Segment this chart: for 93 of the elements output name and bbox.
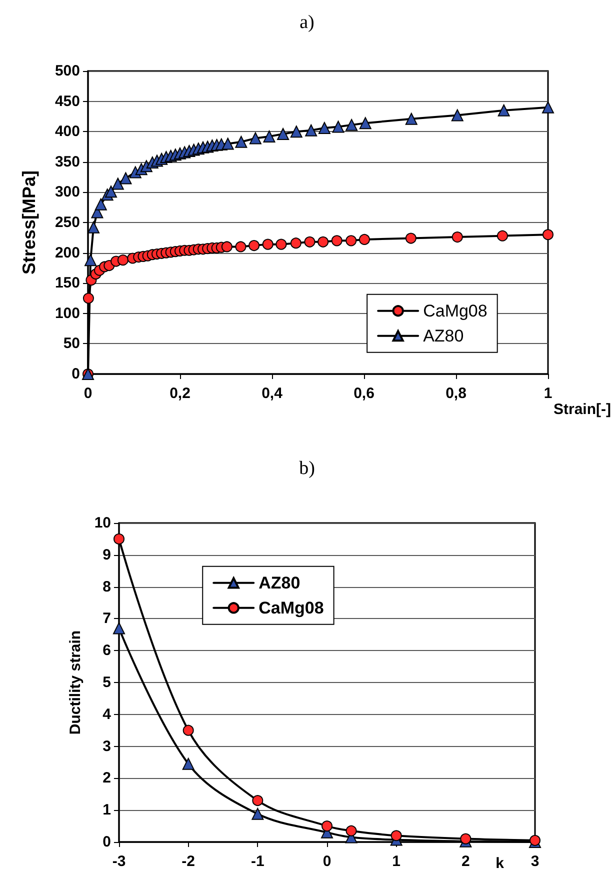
y-tick-label: 450 xyxy=(54,92,80,110)
point xyxy=(305,124,318,136)
point xyxy=(358,234,370,245)
x-tick-label: -3 xyxy=(112,853,126,870)
point xyxy=(322,820,332,832)
y-tick-label: 10 xyxy=(94,514,111,532)
y-tick-label: 100 xyxy=(54,304,80,322)
point xyxy=(390,830,402,842)
point xyxy=(304,236,316,248)
point xyxy=(290,126,302,138)
point xyxy=(235,241,246,252)
point xyxy=(114,533,124,544)
point xyxy=(542,101,554,114)
x-tick-label: 0,6 xyxy=(354,385,374,402)
y-tick-label: 0 xyxy=(72,366,80,382)
x-tick-label: 2 xyxy=(461,853,470,870)
y-tick-label: 250 xyxy=(54,214,80,231)
x-tick-label: -1 xyxy=(250,853,264,870)
y-axis-title: Ductility strain xyxy=(67,630,84,735)
point xyxy=(276,238,287,250)
point xyxy=(82,292,94,304)
point xyxy=(235,136,248,148)
point xyxy=(112,178,124,190)
x-tick-label: 0,2 xyxy=(170,385,190,402)
point xyxy=(496,230,508,242)
y-tick-label: 5 xyxy=(102,674,111,691)
point xyxy=(88,221,100,234)
point xyxy=(318,236,329,248)
y-tick-label: 500 xyxy=(54,62,80,80)
x-tick-label: 1 xyxy=(544,385,552,402)
y-tick-label: 4 xyxy=(102,706,112,723)
point xyxy=(263,130,276,142)
point xyxy=(252,795,264,806)
y-tick-label: 8 xyxy=(102,578,111,596)
legend-label: CaMg08 xyxy=(258,598,324,618)
legend-label: CaMg08 xyxy=(423,301,488,320)
point xyxy=(452,232,463,243)
x-tick-label: 0,4 xyxy=(262,385,284,402)
y-tick-label: 150 xyxy=(54,274,80,292)
point xyxy=(277,128,290,140)
y-tick-label: 350 xyxy=(54,153,80,170)
point xyxy=(331,235,342,246)
x-tick-label: 3 xyxy=(530,853,540,870)
y-tick-label: 7 xyxy=(102,610,111,628)
point xyxy=(94,198,107,210)
y-tick-label: 9 xyxy=(102,546,111,564)
legend-label: AZ80 xyxy=(258,573,300,592)
y-tick-label: 400 xyxy=(54,123,80,140)
point xyxy=(498,104,510,116)
point xyxy=(113,622,125,634)
point xyxy=(222,138,234,150)
point xyxy=(252,808,264,820)
y-tick-label: 2 xyxy=(102,770,111,787)
point xyxy=(84,254,97,266)
point xyxy=(451,109,464,122)
point xyxy=(290,238,302,249)
y-tick-label: 0 xyxy=(102,834,111,850)
y-axis-title: Stress[MPa] xyxy=(19,170,39,275)
point xyxy=(221,241,232,252)
point xyxy=(262,238,274,250)
legend-label: AZ80 xyxy=(423,326,464,346)
point xyxy=(346,235,357,246)
y-tick-label: 200 xyxy=(54,244,80,262)
point xyxy=(460,833,472,844)
x-tick-label: 1 xyxy=(392,853,401,870)
point xyxy=(249,132,262,144)
point xyxy=(405,112,418,125)
y-tick-label: 6 xyxy=(102,642,111,660)
y-tick-label: 1 xyxy=(102,802,111,819)
x-tick-label: 0,8 xyxy=(446,385,466,402)
point xyxy=(182,724,194,736)
point xyxy=(542,229,554,240)
point xyxy=(405,232,416,244)
point xyxy=(120,172,132,184)
y-tick-label: 3 xyxy=(102,738,111,755)
point xyxy=(318,122,330,134)
point xyxy=(346,825,357,836)
point xyxy=(105,186,117,198)
x-axis-title: Strain[-] xyxy=(554,401,611,418)
point xyxy=(332,120,344,133)
x-tick-label: -2 xyxy=(182,853,196,870)
point xyxy=(117,254,128,266)
x-axis-title: k xyxy=(496,855,505,872)
y-tick-label: 50 xyxy=(63,335,80,352)
point xyxy=(346,118,358,131)
chart-title: b) xyxy=(299,458,315,479)
x-tick-label: 0 xyxy=(322,853,332,870)
point xyxy=(182,758,194,770)
point xyxy=(248,240,260,252)
chart-title: a) xyxy=(300,12,314,33)
y-tick-label: 300 xyxy=(54,184,80,201)
point xyxy=(359,117,372,130)
x-tick-label: 0 xyxy=(84,385,92,402)
